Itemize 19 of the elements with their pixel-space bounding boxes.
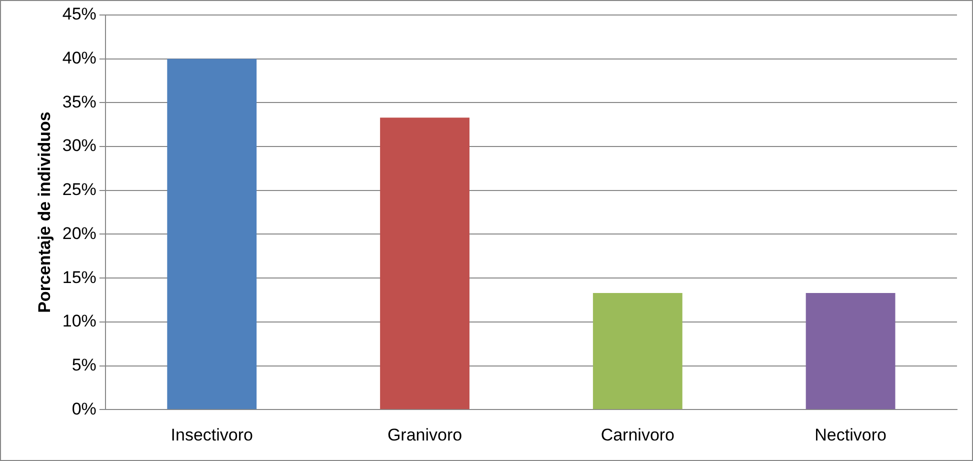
y-tick-label: 10% [62, 312, 96, 331]
bar [380, 118, 470, 410]
y-tick-label: 15% [62, 268, 96, 287]
x-tick-label: Granivoro [387, 425, 462, 444]
y-tick-label: 20% [62, 224, 96, 243]
y-axis-title: Porcentaje de individuos [34, 112, 54, 313]
y-tick-label: 40% [62, 48, 96, 68]
x-tick-label: Insectivoro [170, 425, 253, 444]
y-tick-label: 45% [62, 4, 96, 24]
bar [167, 58, 257, 410]
bar [592, 292, 682, 410]
y-tick-label: 25% [62, 180, 96, 200]
y-tick-label: 35% [62, 92, 96, 112]
x-tick-label: Nectivoro [814, 425, 886, 444]
bar [806, 292, 896, 410]
y-tick-label: 5% [72, 355, 96, 374]
y-tick-label: 30% [62, 136, 96, 156]
y-tick-label: 0% [72, 399, 96, 418]
x-tick-label: Carnivoro [600, 425, 675, 444]
